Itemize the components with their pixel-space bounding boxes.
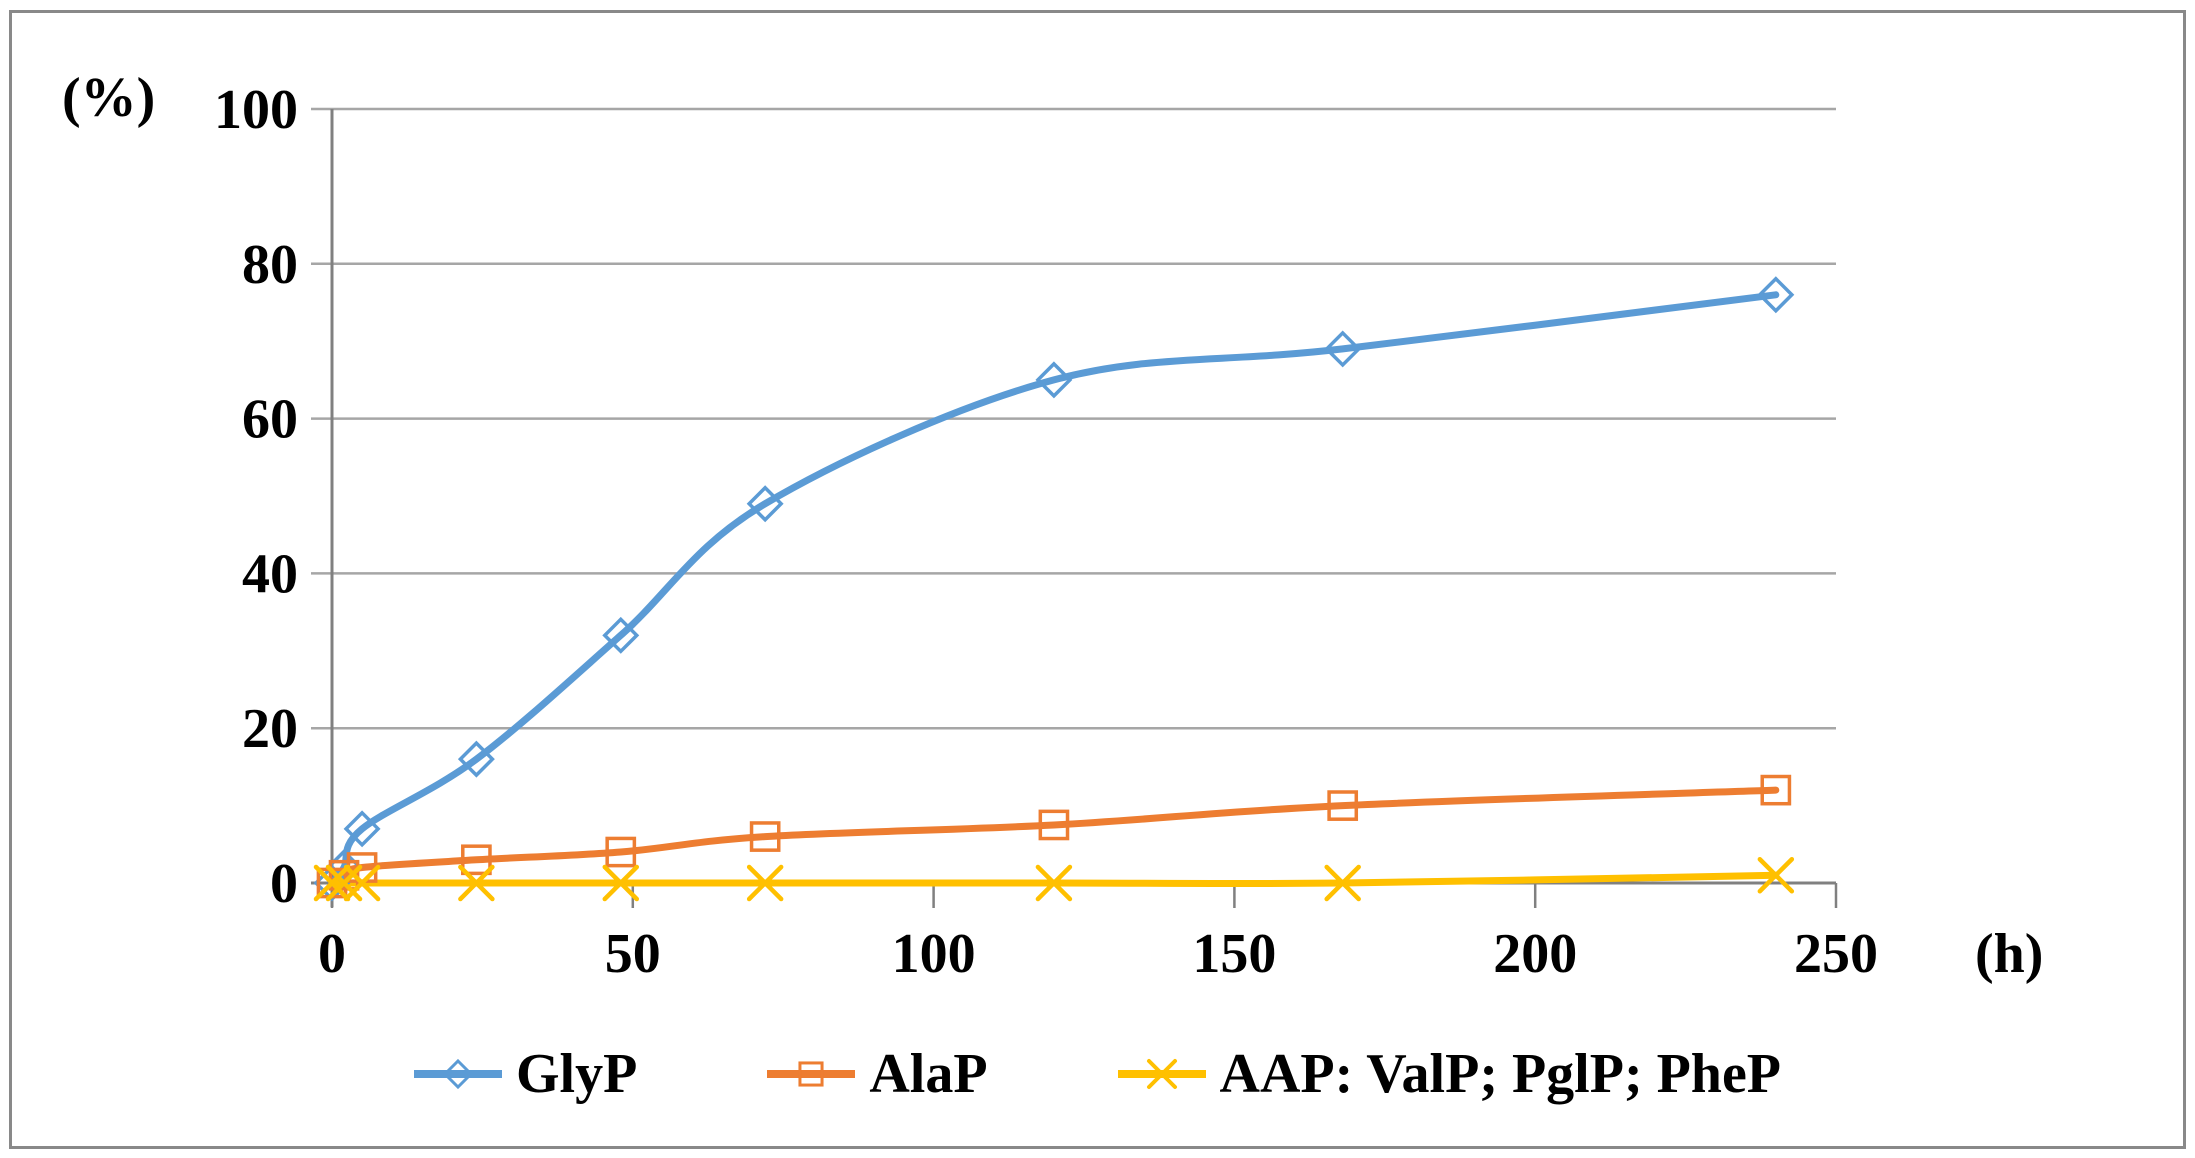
marker-alap-t24 [461,844,492,876]
legend-item-alap: AlaP [767,1042,988,1106]
legend-marker-aap-valp-pglp-phep [1146,1059,1177,1089]
legend-item-glyp: GlyP [413,1042,638,1106]
y-tick-label-0: 0 [270,853,298,915]
marker-glyp-t168 [1324,330,1362,368]
legend-key-aap-x-icon [1117,1059,1206,1089]
marker-aap-valp-pglp-phep-t240 [1757,857,1795,894]
legend-label-alap: AlaP [869,1043,988,1105]
marker-alap-t48 [605,836,637,868]
marker-glyp-t5 [343,810,381,848]
y-tick-label-20: 20 [242,698,298,760]
marker-alap-t72 [749,821,781,852]
marker-glyp-t120 [1035,361,1073,399]
marker-glyp-t72 [746,485,784,523]
marker-glyp-t48 [602,616,640,654]
chart-frame [9,10,2186,1149]
series-line-alap [328,786,1780,887]
marker-aap-valp-pglp-phep-t24 [458,864,495,902]
legend-marker-glyp [442,1058,474,1090]
legend-label-glyp: GlyP [515,1043,638,1105]
marker-alap-t120 [1038,809,1070,841]
y-tick-label-60: 60 [242,389,298,451]
marker-glyp-t24 [457,740,495,778]
marker-aap-valp-pglp-phep-t48 [602,864,640,902]
x-tick-label-100: 100 [892,923,976,985]
x-tick-label-50: 50 [605,923,661,985]
legend-key-glyp-diamond-icon [413,1058,502,1090]
x-tick-label-200: 200 [1493,923,1577,985]
y-axis-unit-label: (%) [62,67,156,129]
x-tick-label-150: 150 [1192,923,1276,985]
y-tick-label-80: 80 [242,234,298,296]
marker-aap-valp-pglp-phep-t72 [746,864,784,902]
legend: GlyP AlaP AAP: ValP; PglP; PheP [0,1042,2195,1106]
legend-label-aap: AAP: ValP; PglP; PheP [1219,1043,1782,1105]
y-tick-label-40: 40 [242,543,298,605]
marker-aap-valp-pglp-phep-t5 [343,864,381,902]
marker-aap-valp-pglp-phep-t2 [325,864,363,902]
legend-key-alap-square-icon [767,1061,856,1087]
x-tick-label-0: 0 [318,923,346,985]
legend-item-aap: AAP: ValP; PglP; PheP [1117,1042,1782,1106]
marker-aap-valp-pglp-phep-t0 [313,864,351,902]
x-axis-unit-label: (h) [1975,923,2044,985]
marker-aap-valp-pglp-phep-t168 [1324,864,1361,902]
marker-alap-t168 [1327,790,1359,821]
marker-alap-t2 [328,859,360,891]
marker-aap-valp-pglp-phep-t120 [1035,864,1073,902]
x-tick-label-250: 250 [1794,923,1878,985]
marker-glyp-t0 [313,864,351,902]
y-tick-label-100: 100 [214,79,298,141]
legend-marker-alap [798,1061,824,1087]
marker-glyp-t240 [1757,276,1795,314]
marker-alap-t240 [1760,774,1792,806]
series-line-glyp [328,291,1780,887]
